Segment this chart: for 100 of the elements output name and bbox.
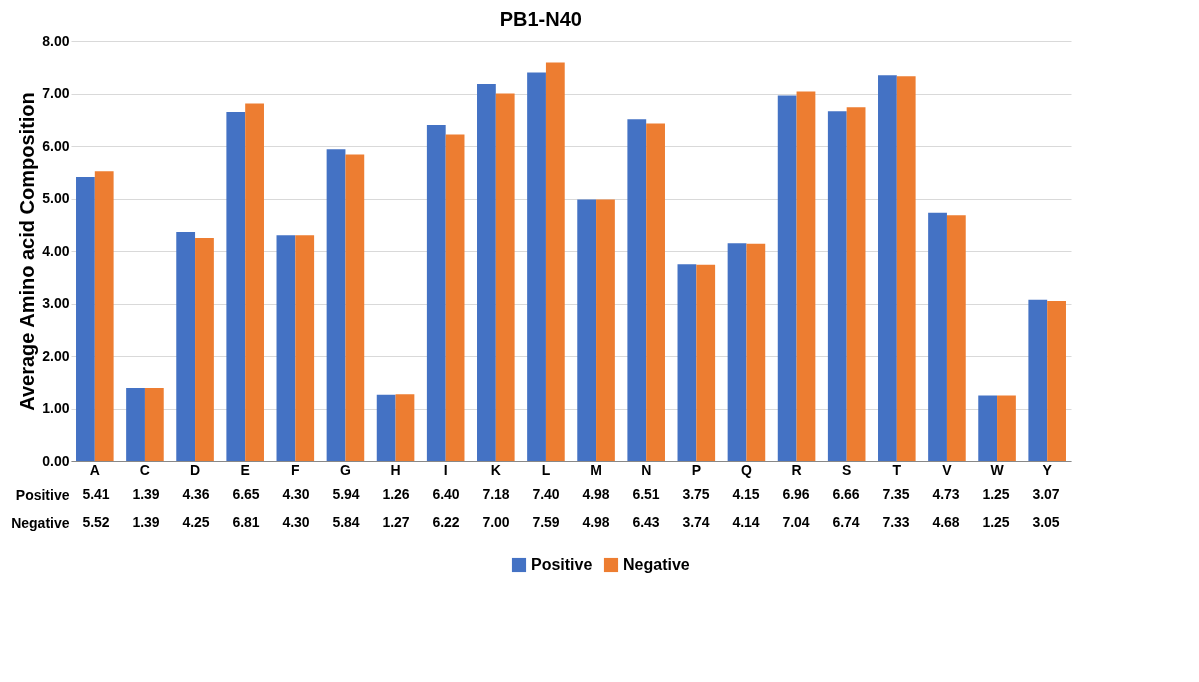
data-label: 4.73 [932,486,960,502]
bar [426,125,446,461]
bar [545,62,565,461]
data-label: 4.30 [282,486,310,502]
bar [376,394,396,461]
x-tick-label: T [892,461,902,478]
data-label: 3.05 [1032,514,1060,530]
data-label: 4.36 [182,486,210,502]
y-tick-label: 2.00 [42,347,70,364]
bar [928,212,947,461]
bar [395,394,415,461]
bar [245,103,264,461]
bar [126,388,145,461]
x-tick-label: D [190,461,201,478]
y-tick-label: 6.00 [42,137,70,154]
bar [495,93,515,461]
bar [696,264,716,461]
x-tick-label: L [541,461,551,478]
data-label: 4.98 [582,486,610,502]
data-label: 6.96 [782,486,810,502]
data-label: 6.22 [432,514,460,530]
bar [596,199,615,461]
bar [978,395,998,461]
y-tick-label: 1.00 [42,400,70,416]
bar [345,154,365,461]
bar [878,75,897,461]
bar [796,91,816,461]
x-tick-label: I [443,461,448,478]
data-label: 1.39 [132,486,160,502]
x-tick-label: V [942,461,953,478]
data-label: 6.65 [232,486,260,502]
bar [445,134,465,461]
data-label: 7.00 [482,514,510,530]
chart-title: PB1-N40 [499,8,582,30]
bar [677,264,697,461]
y-tick-label: 5.00 [42,190,70,206]
data-label: 7.40 [532,486,560,502]
x-tick-label: R [791,461,802,478]
bar [896,76,916,461]
data-label: 7.18 [482,486,510,502]
y-tick-label: 7.00 [42,85,70,101]
x-tick-label: P [691,461,701,478]
bar [326,149,346,461]
x-tick-label: Q [740,461,752,478]
data-label: 7.35 [882,486,910,502]
data-label: 4.30 [282,514,310,530]
data-label: 6.43 [632,514,660,530]
y-tick-label: 0.00 [42,452,70,469]
data-label: 5.52 [82,514,110,530]
data-label: 4.68 [932,514,960,530]
x-tick-label: Y [1042,461,1053,478]
data-label: 6.66 [832,486,860,502]
data-label: 5.41 [82,486,110,502]
data-label: 7.33 [882,514,910,530]
data-label: 6.40 [432,486,460,502]
bar [727,243,747,461]
data-label: 6.74 [832,514,860,530]
x-tick-label: G [339,461,351,478]
x-tick-label: E [240,461,250,478]
bar [477,84,496,461]
bar [1028,299,1048,461]
bar [226,111,246,461]
x-tick-label: N [641,461,652,478]
legend-label: Positive [531,556,593,573]
bar [144,388,164,461]
data-label: 5.84 [332,514,360,530]
bar [997,395,1016,461]
x-tick-label: K [490,461,501,478]
x-tick-label: S [842,461,852,478]
bar [76,176,95,461]
y-tick-label: 4.00 [42,242,70,259]
data-label: 4.25 [182,514,210,530]
y-axis-title: Average Amino acid Composition [16,92,39,411]
x-tick-label: F [291,461,301,478]
bar [176,232,196,461]
x-tick-label: A [89,461,100,478]
bar [276,235,296,461]
data-label: 1.25 [982,514,1010,530]
text: Negative [11,514,70,531]
data-label: 1.25 [982,486,1010,502]
data-label: 3.07 [1032,486,1060,502]
data-label: 5.94 [332,486,360,502]
data-label: 6.51 [632,486,660,502]
x-tick-label: C [139,461,150,478]
y-tick-label: 8.00 [42,32,70,49]
bar [827,111,847,461]
bar [846,107,866,461]
data-label: 6.81 [232,514,260,530]
data-label: 3.74 [682,514,710,530]
data-label: 4.98 [582,514,610,530]
data-label: 7.59 [532,514,560,530]
data-label: 7.04 [782,514,810,530]
bar [577,199,597,461]
x-tick-label: H [390,461,401,478]
bar [777,95,797,461]
bar [295,235,315,461]
bar [94,171,114,461]
data-label: 1.39 [132,514,160,530]
data-label: 1.27 [382,514,410,530]
x-tick-label: M [590,461,602,478]
